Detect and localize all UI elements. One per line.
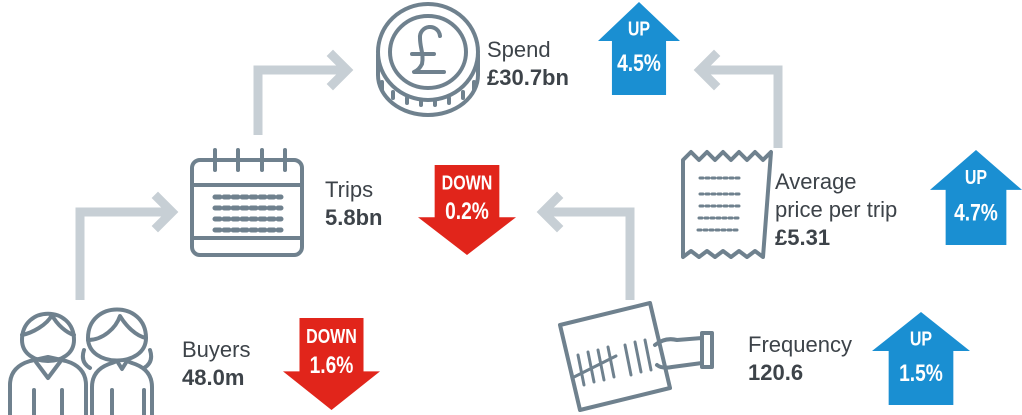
change-arrow (598, 2, 680, 95)
node-value: £30.7bn (487, 65, 569, 90)
change-amount: 0.2% (445, 197, 489, 225)
connector (253, 65, 345, 135)
label-line: price per trip (775, 197, 898, 222)
change-arrow (930, 150, 1022, 245)
change-direction: UP (628, 18, 650, 40)
receipt-icon (681, 150, 773, 259)
label-line: Spend (487, 37, 551, 62)
calendar-icon (190, 148, 304, 257)
change-direction: UP (910, 328, 932, 350)
change-arrow (418, 165, 516, 255)
change-amount: 1.6% (310, 351, 354, 379)
change-arrow (872, 312, 970, 405)
connector-head (693, 49, 721, 91)
label-line: Average (775, 169, 857, 194)
connector (545, 207, 635, 300)
label-line: Frequency (748, 332, 852, 357)
node-label: Spend £30.7bn (487, 36, 569, 92)
label-line: Trips (325, 177, 374, 202)
tally-card-icon (558, 301, 714, 412)
change-arrow (283, 318, 380, 410)
people-icon (8, 307, 154, 415)
connector-head (326, 49, 354, 91)
node-label: Trips 5.8bn (325, 176, 382, 232)
label-line: Buyers (182, 337, 251, 362)
node-value: £5.31 (775, 225, 831, 250)
node-value: 48.0m (182, 365, 245, 390)
change-direction: DOWN (442, 172, 493, 194)
change-direction: UP (965, 167, 987, 189)
connector-head (536, 191, 564, 233)
connector (75, 207, 170, 300)
change-amount: 1.5% (899, 359, 943, 387)
connectors (75, 49, 783, 300)
node-value: 120.6 (748, 360, 804, 385)
connector (702, 65, 783, 148)
coin-icon (376, 2, 480, 117)
node-value: 5.8bn (325, 205, 383, 230)
node-label: Frequency 120.6 (748, 331, 852, 387)
change-amount: 4.5% (617, 49, 661, 77)
change-amount: 4.7% (954, 198, 998, 226)
node-label: Average price per trip £5.31 (775, 168, 897, 252)
connector-head (151, 191, 179, 233)
change-direction: DOWN (306, 325, 357, 347)
node-label: Buyers 48.0m (182, 336, 250, 392)
